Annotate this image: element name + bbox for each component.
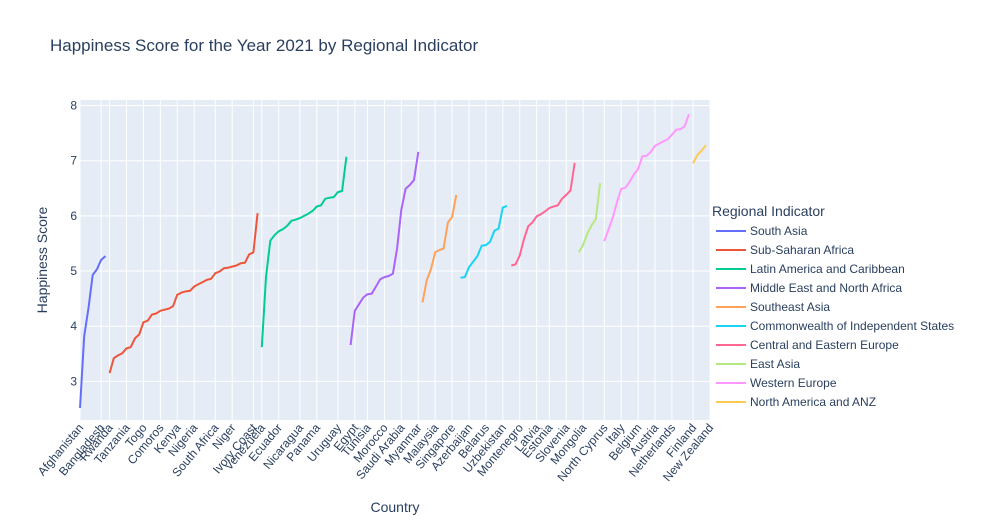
series-lines: [79, 113, 707, 408]
legend-label: Southeast Asia: [750, 300, 830, 314]
series-line-8: [603, 113, 690, 242]
legend-item[interactable]: North America and ANZ: [716, 395, 876, 409]
y-tick-label: 8: [70, 99, 77, 113]
y-tick-label: 4: [70, 319, 77, 333]
legend-item[interactable]: Sub-Saharan Africa: [716, 243, 854, 257]
legend[interactable]: Regional Indicator South Asia Sub-Saharan…: [712, 203, 954, 409]
legend-label: Central and Eastern Europe: [750, 338, 899, 352]
x-axis-ticks: AfghanistanBangladeshRwandaTanzaniaTogoC…: [35, 420, 716, 484]
y-gridlines: [80, 105, 710, 382]
legend-title: Regional Indicator: [712, 203, 825, 219]
series-line-1: [108, 212, 259, 374]
legend-item[interactable]: Commonwealth of Independent States: [716, 319, 954, 333]
legend-label: Commonwealth of Independent States: [750, 319, 954, 333]
legend-item[interactable]: Western Europe: [716, 376, 837, 390]
legend-item[interactable]: Middle East and North Africa: [716, 281, 902, 295]
y-tick-label: 3: [70, 374, 77, 388]
legend-item[interactable]: Southeast Asia: [716, 300, 830, 314]
legend-item[interactable]: South Asia: [716, 224, 808, 238]
series-line-3: [349, 151, 420, 346]
series-line-5: [460, 204, 508, 279]
series-line-9: [692, 144, 707, 164]
chart-title: Happiness Score for the Year 2021 by Reg…: [50, 36, 478, 55]
legend-item[interactable]: East Asia: [716, 357, 800, 371]
y-tick-label: 6: [70, 209, 77, 223]
legend-label: South Asia: [750, 224, 808, 238]
legend-label: East Asia: [750, 357, 800, 371]
legend-label: Middle East and North Africa: [750, 281, 902, 295]
legend-label: Latin America and Caribbean: [750, 262, 905, 276]
x-axis-title: Country: [370, 499, 419, 515]
legend-label: Western Europe: [750, 376, 837, 390]
y-tick-label: 5: [70, 264, 77, 278]
y-axis-ticks: 3 4 5 6 7 8: [70, 99, 77, 389]
legend-item[interactable]: Central and Eastern Europe: [716, 338, 899, 352]
series-line-7: [578, 183, 602, 253]
series-line-6: [511, 162, 576, 267]
legend-item[interactable]: Latin America and Caribbean: [716, 262, 905, 276]
y-axis-title: Happiness Score: [34, 206, 50, 313]
legend-label: North America and ANZ: [750, 395, 876, 409]
series-line-4: [421, 194, 458, 303]
legend-label: Sub-Saharan Africa: [750, 243, 854, 257]
series-line-0: [79, 255, 107, 408]
y-tick-label: 7: [70, 154, 77, 168]
series-line-2: [260, 156, 348, 348]
x-gridlines: [79, 100, 711, 420]
legend-items[interactable]: South Asia Sub-Saharan Africa Latin Americ…: [716, 224, 954, 409]
